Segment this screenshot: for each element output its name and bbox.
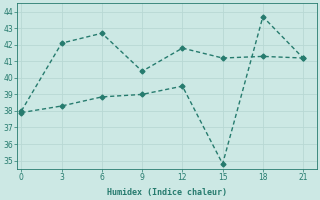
X-axis label: Humidex (Indice chaleur): Humidex (Indice chaleur) <box>107 188 227 197</box>
